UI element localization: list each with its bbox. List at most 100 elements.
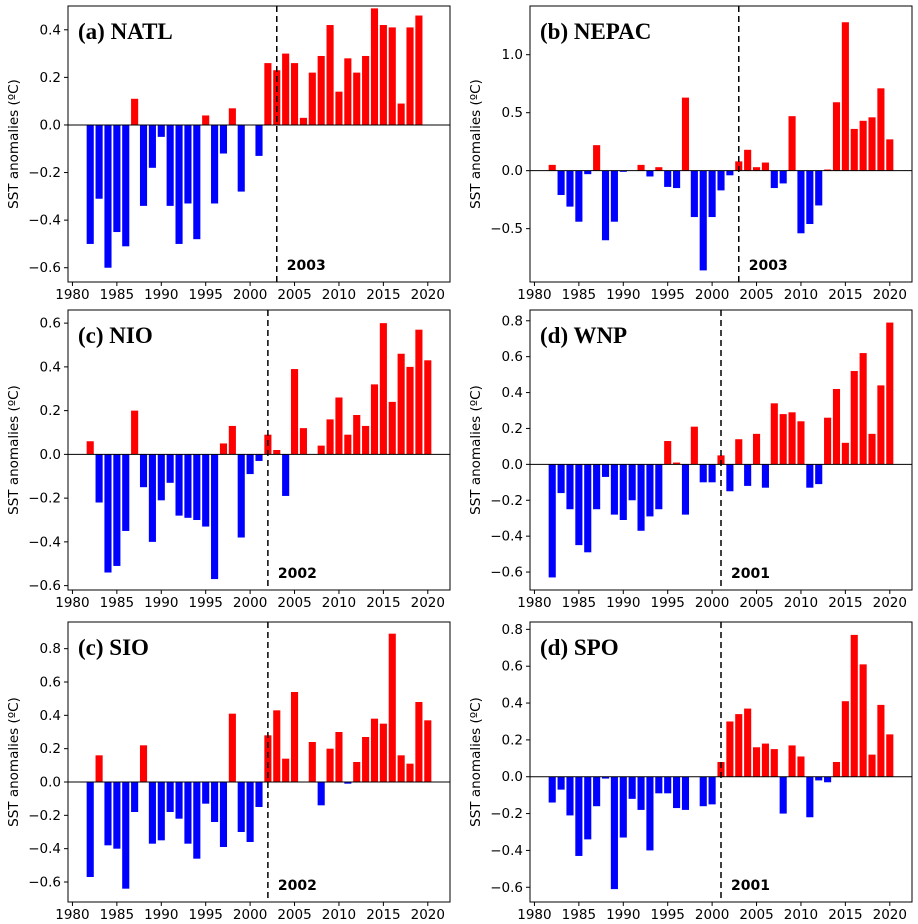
- bar-2016: [851, 635, 858, 777]
- bar-1984: [104, 454, 111, 572]
- bar-1989: [149, 782, 156, 844]
- bar-2005: [291, 369, 298, 454]
- bar-1986: [122, 782, 129, 889]
- bar-2006: [762, 744, 769, 777]
- y-tick-label: −0.4: [28, 841, 61, 857]
- bar-2001: [255, 454, 262, 461]
- bar-1996: [211, 782, 218, 822]
- x-tick-label: 2020: [411, 907, 445, 920]
- y-tick-label: −0.2: [28, 491, 61, 507]
- x-tick-label: 1995: [189, 287, 223, 303]
- bar-2013: [824, 418, 831, 465]
- bar-2002: [264, 63, 271, 125]
- bar-2015: [380, 25, 387, 125]
- bar-1990: [620, 777, 627, 838]
- y-tick-label: −0.4: [490, 529, 523, 545]
- bar-2013: [824, 777, 831, 783]
- bar-1989: [611, 777, 618, 889]
- bar-1999: [238, 782, 245, 832]
- y-tick-label: 0.4: [40, 22, 61, 38]
- bar-1986: [122, 125, 129, 246]
- bar-2012: [353, 415, 360, 454]
- x-tick-label: 2000: [233, 287, 267, 303]
- bar-1987: [593, 145, 600, 171]
- bar-2011: [344, 58, 351, 125]
- x-tick-label: 2020: [873, 595, 907, 611]
- bar-1997: [220, 125, 227, 154]
- x-tick-label: 2015: [828, 907, 862, 920]
- bar-1993: [646, 777, 653, 851]
- bar-1992: [637, 777, 644, 810]
- bar-1982: [549, 777, 556, 803]
- bar-1989: [149, 454, 156, 542]
- bar-2015: [380, 323, 387, 454]
- x-tick-label: 2000: [695, 595, 729, 611]
- bar-2017: [860, 664, 867, 776]
- bar-1995: [202, 454, 209, 526]
- x-tick-label: 1980: [55, 595, 89, 611]
- bar-1993: [184, 782, 191, 844]
- bar-1997: [682, 464, 689, 514]
- bar-2012: [353, 762, 360, 782]
- bar-2020: [424, 360, 431, 454]
- x-tick-label: 2010: [322, 595, 356, 611]
- y-axis-label: SST anomalies (ºC): [468, 385, 484, 515]
- y-tick-label: 0.4: [40, 708, 61, 724]
- bar-2010: [797, 421, 804, 464]
- panel-title: (b) NEPAC: [540, 19, 651, 44]
- bar-1988: [140, 454, 147, 487]
- y-tick-label: 0.0: [40, 117, 61, 133]
- x-tick-label: 2020: [873, 287, 907, 303]
- bar-1997: [682, 98, 689, 171]
- bar-2017: [860, 121, 867, 171]
- y-tick-label: 0.2: [40, 403, 61, 419]
- x-tick-label: 1995: [651, 287, 685, 303]
- bar-2017: [398, 755, 405, 782]
- y-tick-label: −0.6: [28, 578, 61, 594]
- bar-2000: [247, 782, 254, 842]
- bar-2018: [406, 764, 413, 782]
- bar-2009: [327, 749, 334, 782]
- y-tick-label: −0.2: [28, 808, 61, 824]
- bar-1983: [96, 454, 103, 502]
- x-tick-label: 2010: [322, 907, 356, 920]
- bar-1991: [167, 782, 174, 812]
- x-tick-label: 2020: [411, 595, 445, 611]
- bar-2008: [318, 446, 325, 455]
- bar-1982: [549, 464, 556, 577]
- bar-2014: [371, 8, 378, 125]
- x-tick-label: 1985: [562, 907, 596, 920]
- x-tick-label: 1985: [100, 907, 134, 920]
- x-tick-label: 2005: [277, 287, 311, 303]
- bar-2009: [789, 412, 796, 464]
- y-tick-label: 0.0: [502, 769, 523, 785]
- bar-2009: [789, 745, 796, 776]
- x-tick-label: 2010: [784, 287, 818, 303]
- bar-2008: [318, 782, 325, 805]
- bar-1997: [220, 782, 227, 847]
- x-tick-label: 2015: [828, 287, 862, 303]
- bar-1996: [673, 171, 680, 188]
- breakpoint-label: 2003: [287, 258, 326, 274]
- bar-2015: [380, 724, 387, 782]
- bar-1991: [167, 454, 174, 482]
- bar-2019: [877, 385, 884, 464]
- x-tick-label: 1980: [517, 907, 551, 920]
- bar-2005: [753, 747, 760, 776]
- bar-1986: [122, 454, 129, 531]
- bar-2005: [291, 692, 298, 782]
- bar-1993: [184, 454, 191, 517]
- bar-1986: [584, 777, 591, 840]
- y-tick-label: 0.2: [502, 421, 523, 437]
- bar-2011: [806, 171, 813, 224]
- bar-1992: [637, 165, 644, 171]
- y-tick-label: 1.0: [502, 47, 523, 63]
- bar-1992: [637, 464, 644, 530]
- y-tick-label: −0.6: [28, 260, 61, 276]
- bar-2005: [291, 63, 298, 125]
- y-axis-label: SST anomalies (ºC): [6, 385, 22, 515]
- bar-1982: [87, 441, 94, 454]
- bar-2020: [886, 139, 893, 170]
- y-tick-label: −0.4: [28, 213, 61, 229]
